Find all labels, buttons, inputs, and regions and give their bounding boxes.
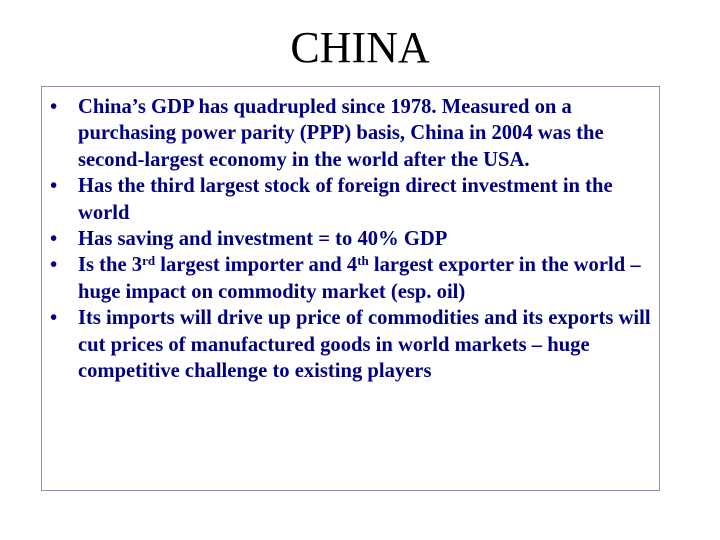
bullet-text: Has saving and investment = to 40% GDP bbox=[78, 228, 448, 251]
bullet-item-trade: • Is the 3rd largest importer and 4th la… bbox=[42, 252, 661, 305]
bullet-text-part: largest exporter in the world – huge imp… bbox=[78, 254, 641, 303]
bullet-text-part: Is the 3 bbox=[78, 254, 143, 277]
bullet-icon: • bbox=[50, 96, 58, 118]
bullet-icon: • bbox=[50, 307, 58, 330]
bullet-text: Is the 3rd largest importer and 4th larg… bbox=[78, 252, 641, 303]
bullet-text: China’s GDP has quadrupled since 1978. M… bbox=[78, 96, 604, 171]
bullet-icon: • bbox=[50, 254, 58, 277]
bullet-list: • China’s GDP has quadrupled since 1978.… bbox=[42, 94, 661, 384]
bullet-text: Its imports will drive up price of commo… bbox=[78, 307, 651, 383]
bullet-icon: • bbox=[50, 228, 58, 251]
bullet-text-part: largest importer and 4 bbox=[155, 254, 358, 277]
content-box: • China’s GDP has quadrupled since 1978.… bbox=[41, 86, 660, 491]
slide-title: CHINA bbox=[290, 23, 430, 72]
bullet-item-imports: • Its imports will drive up price of com… bbox=[42, 305, 661, 384]
bullet-item-saving: • Has saving and investment = to 40% GDP bbox=[42, 226, 661, 252]
bullet-item-gdp: • China’s GDP has quadrupled since 1978.… bbox=[42, 94, 661, 173]
bullet-item-fdi: • Has the third largest stock of foreign… bbox=[42, 173, 661, 226]
bullet-text: Has the third largest stock of foreign d… bbox=[78, 175, 613, 224]
ordinal-suffix: th bbox=[357, 252, 369, 268]
ordinal-suffix: rd bbox=[142, 252, 156, 268]
bullet-icon: • bbox=[50, 175, 58, 198]
